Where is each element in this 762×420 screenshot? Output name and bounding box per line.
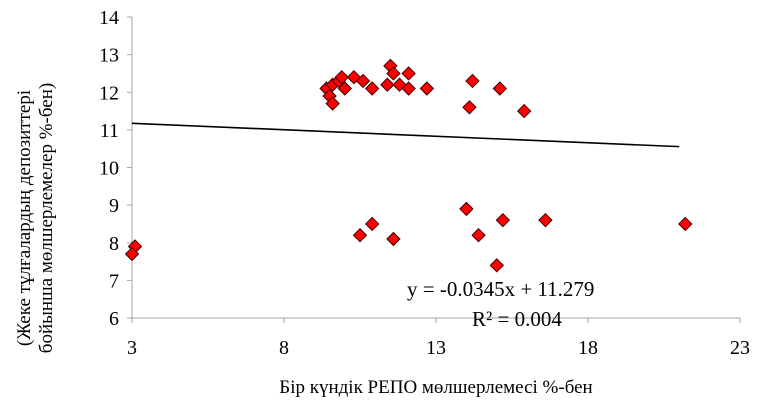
- data-point: [465, 73, 480, 89]
- data-point: [516, 103, 532, 119]
- data-point: [355, 73, 371, 89]
- y-axis-title-line-2: бойынша мөлшерлемелер %-бен): [36, 83, 57, 353]
- trendline-r-squared: R² = 0.004: [472, 307, 562, 331]
- trendline: [131, 122, 680, 148]
- y-tick-label: 11: [100, 120, 119, 142]
- data-point: [401, 66, 416, 81]
- data-point: [124, 246, 140, 262]
- y-tick-label: 12: [99, 82, 119, 104]
- y-axis-title-line-1: (Жеке тұлғалардың депозиттері: [14, 90, 35, 346]
- y-tick-label: 14: [99, 7, 119, 29]
- y-tick-label: 13: [99, 45, 119, 67]
- data-point: [386, 231, 401, 247]
- data-point: [352, 228, 368, 243]
- data-point: [386, 66, 401, 81]
- x-tick-label: 23: [730, 337, 750, 359]
- x-tick-label: 8: [279, 337, 289, 359]
- x-tick-labels: 3 8 13 18 23: [127, 318, 750, 359]
- data-point: [459, 201, 474, 217]
- x-axis-title: Бір күндік РЕПО мөлшерлемесі %-бен: [279, 377, 592, 398]
- data-point: [489, 258, 505, 273]
- y-tick-label: 8: [109, 233, 119, 255]
- data-point: [364, 81, 380, 96]
- axes: [131, 17, 740, 319]
- data-point: [364, 216, 380, 232]
- data-point: [325, 96, 340, 111]
- y-tick-label: 6: [109, 308, 119, 330]
- x-tick-label: 18: [578, 337, 598, 359]
- data-point: [334, 69, 349, 85]
- data-point: [380, 77, 395, 92]
- data-point: [678, 216, 693, 232]
- data-point: [495, 212, 511, 228]
- data-point: [462, 100, 477, 115]
- x-tick-label: 13: [426, 337, 446, 359]
- data-point: [538, 212, 553, 228]
- y-tick-label: 7: [109, 270, 119, 292]
- data-point: [337, 81, 353, 96]
- data-point: [471, 228, 486, 243]
- data-point: [492, 81, 508, 96]
- y-tick-label: 10: [99, 158, 119, 180]
- data-points: [124, 58, 693, 273]
- trendline-equation: y = -0.0345x + 11.279: [407, 277, 594, 301]
- y-tick-label: 9: [109, 195, 119, 217]
- y-axis-title: (Жеке тұлғалардың депозиттері бойынша мө…: [14, 83, 57, 353]
- y-tick-labels: 6 7 8 9 10 11 12 13 14: [99, 7, 132, 330]
- data-point: [419, 81, 435, 96]
- data-point: [401, 81, 416, 96]
- x-tick-label: 3: [127, 337, 137, 359]
